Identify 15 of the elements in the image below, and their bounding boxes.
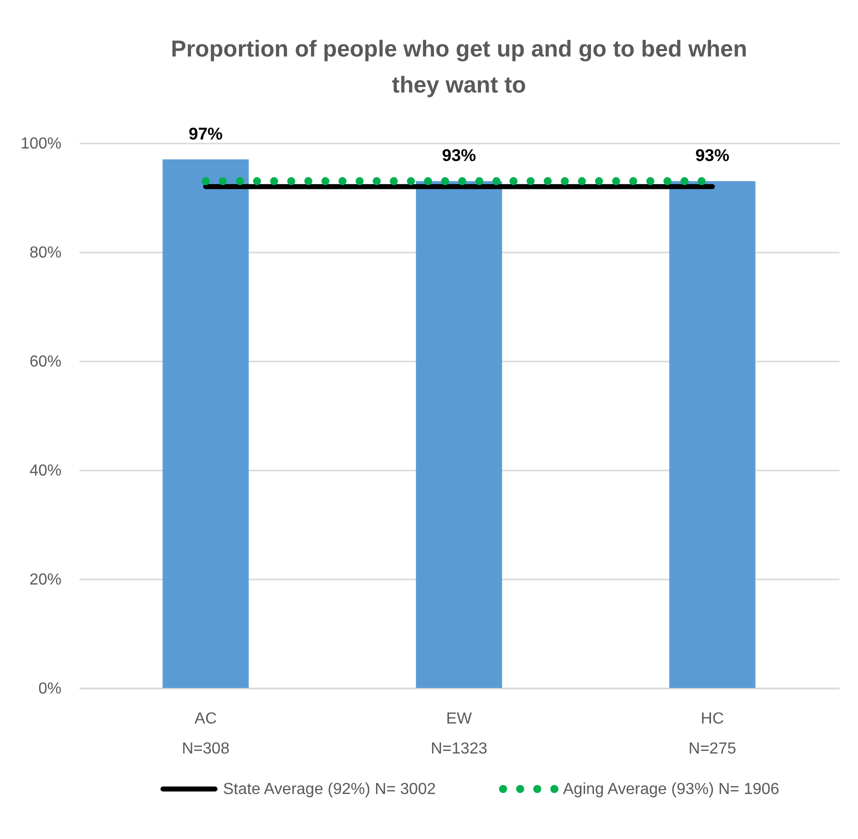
legend-label: State Average (92%) N= 3002 — [223, 781, 436, 798]
y-tick-label: 20% — [29, 572, 62, 588]
y-tick-label: 80% — [29, 244, 62, 262]
x-tick-label: AC N=308 — [182, 710, 230, 758]
y-tick-label: 60% — [29, 354, 62, 370]
legend-label: Aging Average (93%) N= 1906 — [563, 781, 780, 798]
chart-title: Proportion of people who get up and go to bed when they want to — [170, 35, 748, 98]
y-tick-label: 0% — [38, 680, 62, 698]
data-label: 93% — [695, 146, 730, 166]
x-tick-label: HC N=275 — [688, 710, 736, 758]
data-label: 93% — [442, 146, 476, 166]
y-tick-label: 100% — [20, 136, 62, 152]
x-tick-label: EW N=1323 — [430, 710, 488, 758]
y-tick-label: 40% — [29, 462, 62, 480]
data-label: 97% — [188, 124, 223, 144]
